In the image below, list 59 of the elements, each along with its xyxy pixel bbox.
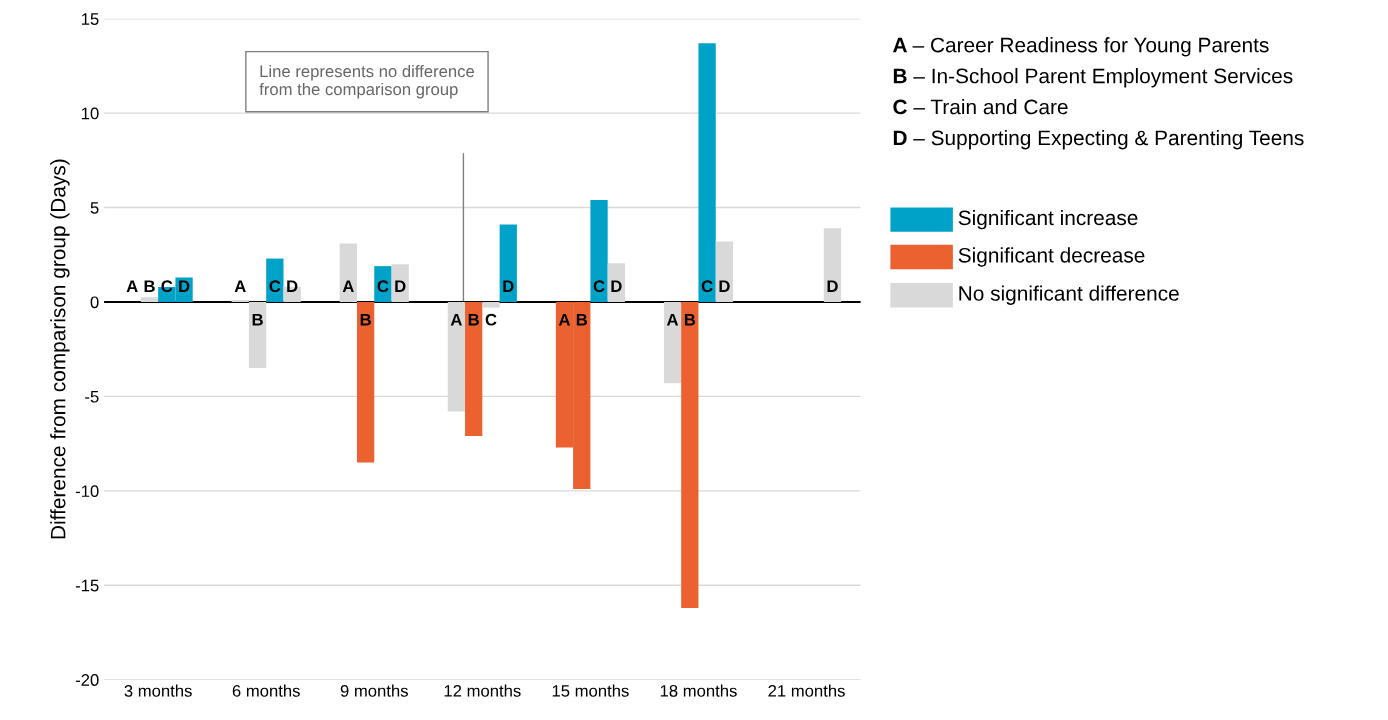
bar — [715, 241, 734, 302]
text: Significant decrease — [958, 247, 1145, 267]
text: B — [576, 313, 588, 326]
x-tick-label: 9 months — [340, 684, 408, 697]
y-tick-label: 0 — [90, 296, 99, 309]
text: C – Train and Care — [893, 99, 1068, 115]
y-tick-label: -15 — [75, 579, 99, 592]
x-tick-label: 18 months — [660, 684, 737, 697]
bar — [465, 301, 483, 437]
text: C — [269, 280, 281, 293]
text: C — [701, 280, 713, 293]
text: B — [252, 313, 263, 326]
bar — [698, 43, 716, 302]
text: D — [503, 280, 514, 292]
text: No significant difference — [959, 285, 1179, 305]
text: B — [684, 313, 696, 326]
text: Significant increase — [958, 209, 1138, 230]
annotation: Line represents no difference from the comparison group — [259, 64, 475, 99]
x-tick-label: 6 months — [232, 684, 300, 697]
bar — [339, 243, 357, 302]
x-tick-label: 15 months — [552, 684, 629, 697]
series-label: A — [666, 313, 679, 326]
text: A — [126, 280, 138, 292]
y-axis-title: Difference from comparison group (Days) — [50, 159, 70, 539]
y-tick-label: -20 — [75, 674, 99, 686]
y-tick-label: -10 — [75, 485, 99, 498]
text: B – In-School Parent Employment Services — [893, 68, 1293, 88]
y-tick-label: 5 — [90, 202, 99, 214]
text: D — [395, 280, 406, 292]
text: B — [144, 280, 155, 292]
text: C — [593, 280, 605, 293]
x-tick-label: 12 months — [444, 684, 521, 697]
bar — [823, 228, 842, 302]
x-tick-label: 3 months — [124, 684, 192, 697]
series-label: B — [360, 313, 371, 326]
text: A — [558, 313, 571, 326]
bar — [681, 301, 699, 608]
y-tick-label: 15 — [81, 13, 99, 25]
bar — [590, 200, 608, 302]
text: B — [468, 313, 479, 326]
bar — [356, 301, 375, 463]
text: D — [611, 280, 622, 292]
text: A — [342, 280, 354, 292]
bar — [374, 266, 392, 302]
text: D — [719, 280, 730, 292]
x-tick-label: 21 months — [768, 684, 845, 697]
y-tick-label: -5 — [85, 390, 99, 403]
text: C — [377, 280, 389, 293]
text: A — [450, 313, 462, 326]
text: A – Career Readiness for Young Parents — [893, 37, 1269, 57]
y-tick-label: 10 — [81, 107, 99, 120]
text: D — [827, 280, 838, 292]
bar — [266, 258, 284, 302]
text: D — [179, 280, 190, 292]
bar — [663, 301, 682, 384]
text: C — [485, 313, 497, 326]
series-label: D — [287, 280, 298, 292]
text: A — [234, 280, 246, 292]
text: D – Supporting Expecting & Parenting Teens — [893, 129, 1304, 150]
